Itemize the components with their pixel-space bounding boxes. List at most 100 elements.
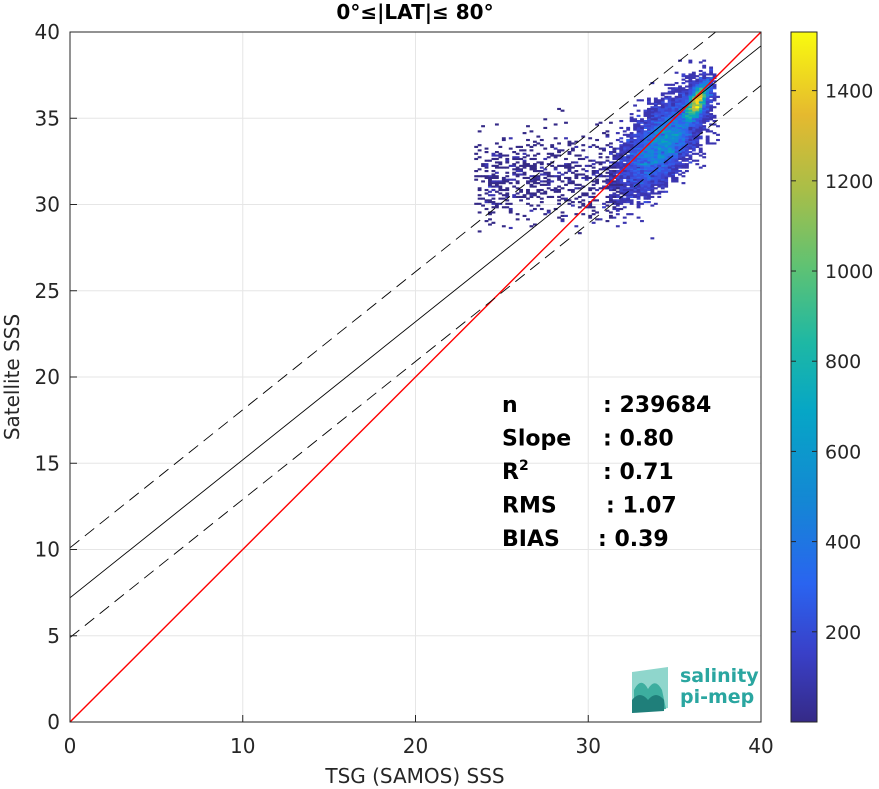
density-cell (488, 178, 492, 181)
density-cell (519, 195, 523, 199)
density-cell (557, 199, 561, 202)
density-cell (678, 135, 682, 138)
density-cell (705, 137, 710, 140)
density-cell (698, 94, 703, 97)
density-cell (702, 95, 707, 98)
density-cell (588, 202, 593, 205)
density-cell (657, 154, 662, 157)
density-cell (615, 147, 620, 150)
density-cell (650, 192, 655, 195)
density-cell (660, 107, 665, 111)
density-cell (657, 142, 662, 145)
density-cell (512, 194, 517, 197)
density-cell (536, 204, 541, 207)
density-cell (691, 145, 696, 148)
density-cell (698, 102, 703, 105)
density-cell (615, 176, 620, 180)
density-cell (629, 133, 634, 136)
density-cell (684, 123, 689, 126)
density-cell (553, 156, 558, 159)
density-cell (633, 166, 638, 169)
density-cell (664, 147, 669, 150)
density-cell (532, 170, 537, 173)
density-cell (646, 194, 651, 197)
density-cell (667, 97, 672, 100)
density-cell (698, 151, 703, 154)
density-cell (529, 168, 534, 171)
density-cell (671, 133, 676, 136)
density-cell (691, 83, 696, 86)
density-cell (667, 128, 672, 131)
line-one-to-one (70, 32, 761, 722)
density-cell (698, 97, 703, 100)
density-cell (667, 147, 672, 150)
density-cell (550, 164, 555, 167)
density-cell (671, 126, 676, 130)
density-cell (622, 201, 627, 204)
density-cell (702, 116, 707, 119)
density-cell (660, 163, 665, 166)
density-cell (577, 206, 582, 209)
density-cell (646, 121, 651, 124)
density-cell (681, 121, 686, 124)
density-cell (619, 207, 624, 211)
density-cell (570, 182, 575, 185)
density-cell (605, 144, 610, 147)
density-cell (688, 73, 693, 76)
density-cell (695, 128, 700, 131)
density-cell (643, 109, 648, 112)
density-cell (657, 185, 662, 188)
density-cell (633, 171, 638, 174)
density-cell (591, 170, 596, 173)
density-cell (494, 142, 499, 145)
density-cell (684, 95, 689, 98)
density-cell (515, 180, 520, 183)
y-tick-label: 15 (35, 451, 60, 475)
density-cell (684, 130, 689, 133)
density-cell (481, 163, 485, 166)
density-cell (684, 128, 689, 131)
density-cell (622, 168, 627, 171)
density-cell (678, 166, 682, 169)
density-cell (691, 116, 696, 119)
density-cell (688, 130, 693, 133)
density-cell (681, 78, 686, 81)
density-cell (640, 166, 644, 169)
density-cell (539, 161, 544, 164)
density-cell (646, 163, 651, 166)
density-cell (536, 161, 541, 164)
density-cell (684, 118, 689, 121)
density-cell (688, 113, 693, 116)
density-cell (636, 188, 641, 192)
density-cell (474, 175, 479, 178)
density-cell (698, 166, 703, 169)
density-cell (702, 71, 707, 74)
density-cell (515, 218, 520, 221)
density-cell (564, 163, 568, 166)
density-cell (546, 173, 551, 176)
density-cell (581, 202, 586, 205)
density-cell (681, 140, 686, 143)
density-cell (691, 87, 696, 90)
density-cell (684, 102, 689, 105)
density-cell (491, 170, 496, 173)
density-cell (646, 137, 651, 140)
density-cell (539, 207, 544, 211)
density-cell (695, 118, 700, 121)
density-cell (539, 201, 544, 204)
density-cell (526, 154, 530, 157)
density-cell (488, 218, 492, 221)
density-cell (660, 171, 665, 174)
density-cell (491, 194, 496, 197)
density-cell (636, 180, 641, 183)
density-cell (660, 114, 665, 117)
density-cell (619, 161, 624, 164)
density-cell (660, 142, 665, 145)
density-cell (674, 180, 679, 183)
density-cell (688, 123, 693, 126)
colorbar-tick-label: 1200 (825, 171, 873, 193)
density-cell (653, 157, 658, 161)
density-cell (667, 173, 672, 176)
density-cell (702, 102, 707, 105)
density-cell (619, 137, 624, 140)
